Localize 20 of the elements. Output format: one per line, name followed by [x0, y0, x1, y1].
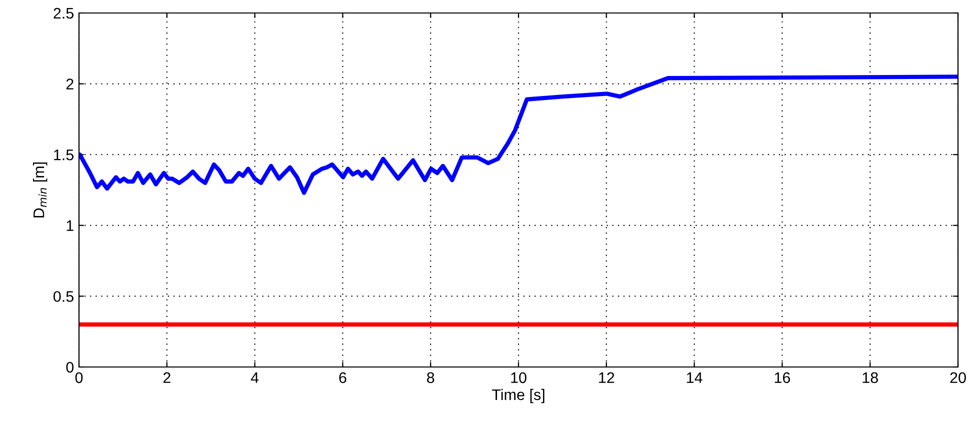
x-tick-label: 16	[774, 372, 790, 384]
y-axis-title: D$_{min}$ [m]	[32, 162, 48, 218]
x-axis-title: Time [s]	[492, 388, 544, 404]
x-tick-label: 12	[599, 372, 614, 383]
x-tick-label: 20	[950, 372, 966, 384]
x-tick-label: 2	[163, 372, 170, 383]
x-tick-label: 6	[339, 372, 346, 384]
y-tick-label: 1.5	[54, 150, 74, 160]
x-tick-label: 18	[862, 372, 878, 384]
x-tick-label: 8	[427, 372, 434, 384]
y-tick-label: 2	[66, 78, 74, 90]
x-tick-label: 4	[250, 372, 259, 383]
x-tick-label: 14	[686, 372, 702, 383]
x-tick-label: 0	[75, 372, 83, 384]
y-tick-label: 0.5	[54, 291, 74, 302]
y-tick-label: 2.5	[54, 8, 74, 19]
y-tick-label: 0	[66, 362, 74, 373]
x-tick-label: 10	[511, 372, 526, 384]
line-series	[79, 74, 958, 195]
y-tick-label: 1	[66, 220, 74, 231]
